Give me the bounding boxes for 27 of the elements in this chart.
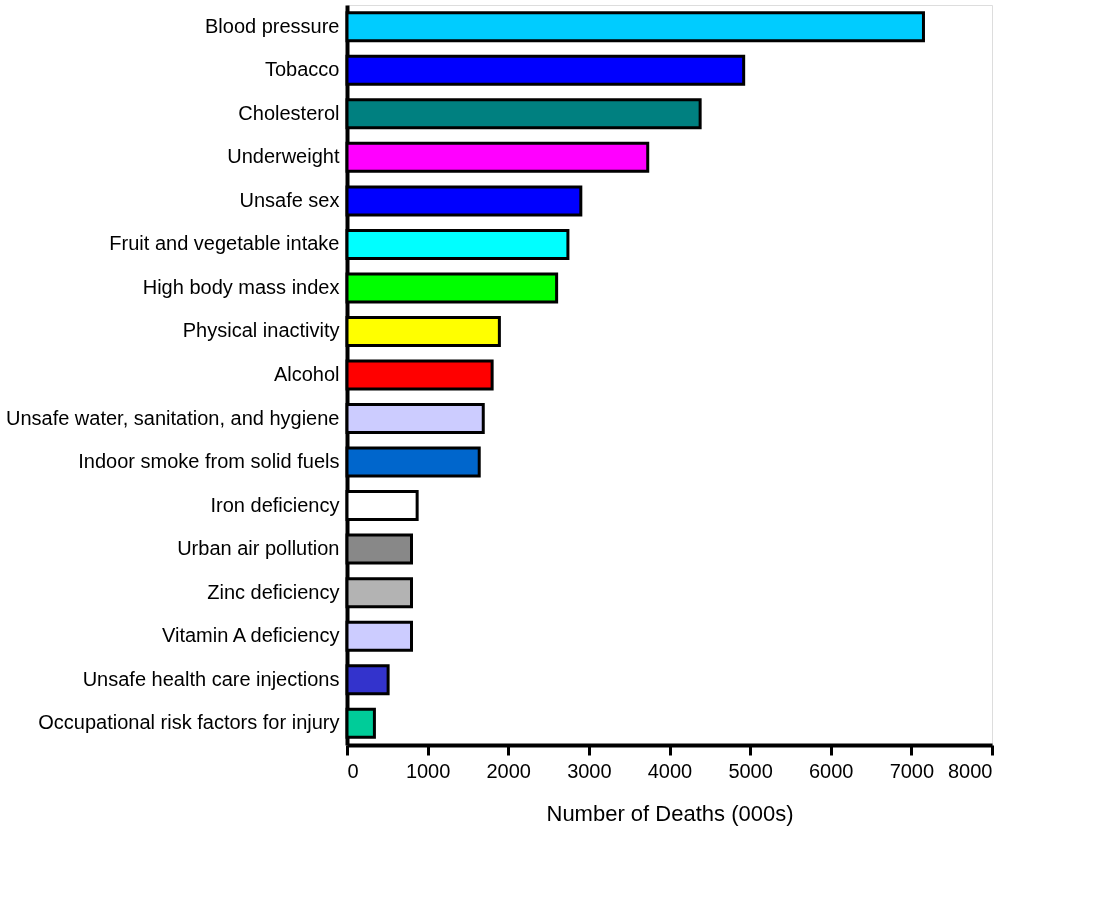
y-tick-label: Iron deficiency (210, 493, 340, 516)
x-tick-label: 1000 (405, 759, 451, 782)
y-tick-label: Zinc deficiency (207, 580, 340, 603)
y-tick-label: Unsafe sex (239, 188, 340, 211)
y-tick-label: Blood pressure (204, 14, 340, 37)
y-tick-label: Underweight (227, 145, 340, 168)
y-tick-label: Unsafe water, sanitation, and hygiene (5, 406, 340, 429)
y-tick-label: Urban air pollution (177, 537, 340, 560)
y-tick-label: Tobacco (265, 58, 340, 81)
y-tick-label: Vitamin A deficiency (161, 624, 340, 647)
y-tick-label: Indoor smoke from solid fuels (78, 450, 340, 473)
y-tick-label: Occupational risk factors for injury (38, 711, 340, 734)
x-tick-label: 0 (347, 759, 359, 782)
x-tick-label: 3000 (567, 759, 612, 782)
x-tick-label: 7000 (889, 759, 935, 782)
y-tick-label: High body mass index (142, 275, 340, 298)
x-axis-title: Number of Deaths (000s) (546, 800, 794, 826)
y-tick-label: Cholesterol (238, 101, 340, 124)
x-tick-label: 2000 (486, 759, 531, 782)
x-tick-label: 4000 (647, 759, 693, 782)
x-tick-label: 8000 (948, 759, 993, 782)
x-tick-label: 6000 (809, 759, 854, 782)
y-tick-label: Fruit and vegetable intake (109, 232, 340, 255)
y-tick-label: Alcohol (273, 363, 340, 385)
x-tick-label: 5000 (728, 759, 773, 782)
y-tick-label: Unsafe health care injections (82, 667, 340, 690)
y-tick-label: Physical inactivity (182, 319, 340, 342)
